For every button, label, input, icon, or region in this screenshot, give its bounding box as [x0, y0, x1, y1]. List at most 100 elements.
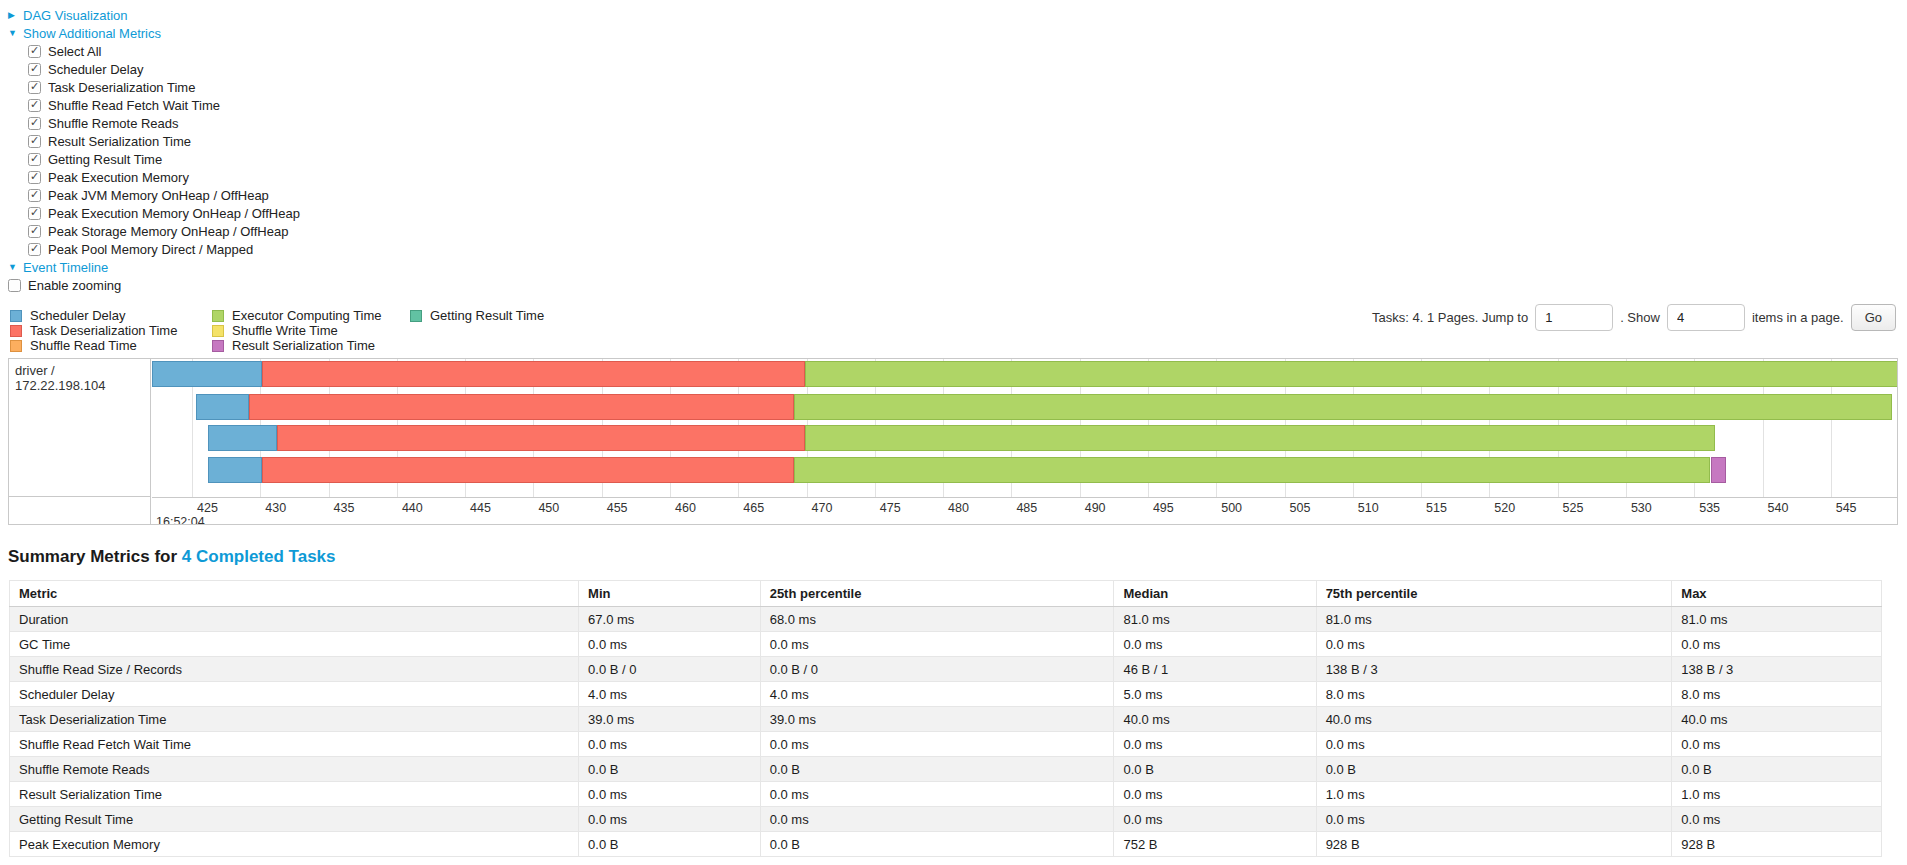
task-bar-segment-scheduler_delay[interactable]	[152, 361, 261, 387]
event-timeline-link[interactable]: Event Timeline	[23, 260, 108, 275]
metric-checkbox-row[interactable]: Peak Storage Memory OnHeap / OffHeap	[28, 222, 1907, 240]
table-cell: 0.0 B	[760, 757, 1114, 782]
table-cell: 0.0 ms	[1114, 632, 1316, 657]
table-row: Result Serialization Time0.0 ms0.0 ms0.0…	[10, 782, 1882, 807]
table-row: Duration67.0 ms68.0 ms81.0 ms81.0 ms81.0…	[10, 607, 1882, 632]
clipped-next-section-link: ▼	[145, 861, 181, 865]
show-text: . Show	[1620, 310, 1660, 325]
table-cell: 0.0 ms	[760, 732, 1114, 757]
metric-checkbox-row[interactable]: Select All	[28, 42, 1907, 60]
table-cell: 0.0 ms	[1114, 732, 1316, 757]
metric-checkbox[interactable]	[28, 207, 41, 220]
go-button[interactable]: Go	[1851, 304, 1896, 331]
task-bar-segment-scheduler_delay[interactable]	[208, 425, 276, 451]
items-per-page-input[interactable]	[1667, 304, 1745, 331]
table-row: Scheduler Delay4.0 ms4.0 ms5.0 ms8.0 ms8…	[10, 682, 1882, 707]
table-cell: 0.0 B	[1316, 757, 1672, 782]
chevron-down-icon: ▼	[8, 262, 18, 272]
shuffle_read-swatch-icon	[10, 340, 22, 352]
axis-tick-label: 470	[812, 501, 833, 515]
metric-checkbox-row[interactable]: Result Serialization Time	[28, 132, 1907, 150]
enable-zooming-checkbox[interactable]	[8, 279, 21, 292]
legend-label: Shuffle Write Time	[232, 323, 338, 338]
table-cell: 81.0 ms	[1672, 607, 1882, 632]
summary-metrics-section: Summary Metrics for 4 Completed Tasks	[8, 547, 1907, 567]
axis-tick-label: 435	[334, 501, 355, 515]
task-bar-segment-task_deserialization[interactable]	[262, 361, 806, 387]
metric-checkbox[interactable]	[28, 153, 41, 166]
metric-checkbox-row[interactable]: Task Deserialization Time	[28, 78, 1907, 96]
table-cell: 81.0 ms	[1114, 607, 1316, 632]
axis-tick-label: 540	[1768, 501, 1789, 515]
task-bar-segment-task_deserialization[interactable]	[277, 425, 806, 451]
axis-tick-label: 465	[743, 501, 764, 515]
metric-checkbox-label: Scheduler Delay	[48, 62, 143, 77]
title-prefix: Summary Metrics for	[8, 547, 182, 566]
table-cell: 0.0 ms	[760, 782, 1114, 807]
table-cell: Task Deserialization Time	[10, 707, 579, 732]
table-cell: Duration	[10, 607, 579, 632]
chevron-right-icon: ▶	[8, 10, 18, 20]
show-additional-metrics-toggle[interactable]: ▼ Show Additional Metrics	[8, 24, 1907, 42]
metric-checkbox[interactable]	[28, 171, 41, 184]
metric-checkbox-label: Getting Result Time	[48, 152, 162, 167]
completed-tasks-link[interactable]: 4 Completed Tasks	[182, 547, 336, 566]
task-bar-segment-executor_computing[interactable]	[805, 425, 1715, 451]
task-pagination: Tasks: 4. 1 Pages. Jump to . Show items …	[1372, 304, 1896, 331]
task-bar-segment-result_serialization[interactable]	[1711, 457, 1726, 483]
dag-visualization-link[interactable]: DAG Visualization	[23, 8, 128, 23]
table-cell: 39.0 ms	[760, 707, 1114, 732]
table-cell: Peak Execution Memory	[10, 832, 579, 857]
metric-checkbox-label: Peak Storage Memory OnHeap / OffHeap	[48, 224, 288, 239]
table-cell: 4.0 ms	[579, 682, 761, 707]
table-cell: 0.0 ms	[1672, 807, 1882, 832]
metric-checkbox-row[interactable]: Peak Pool Memory Direct / Mapped	[28, 240, 1907, 258]
metric-checkbox-row[interactable]: Scheduler Delay	[28, 60, 1907, 78]
getting_result-swatch-icon	[410, 310, 422, 322]
task-bar-segment-executor_computing[interactable]	[794, 394, 1892, 420]
event-timeline-toggle[interactable]: ▼ Event Timeline	[8, 258, 1907, 276]
metric-checkbox[interactable]	[28, 45, 41, 58]
metric-checkbox[interactable]	[28, 225, 41, 238]
dag-visualization-toggle[interactable]: ▶ DAG Visualization	[8, 6, 1907, 24]
metric-checkbox-row[interactable]: Peak Execution Memory	[28, 168, 1907, 186]
task-bar-segment-scheduler_delay[interactable]	[196, 394, 249, 420]
metric-checkbox-row[interactable]: Peak JVM Memory OnHeap / OffHeap	[28, 186, 1907, 204]
metric-checkbox[interactable]	[28, 81, 41, 94]
metric-checkbox[interactable]	[28, 117, 41, 130]
task-bar-segment-executor_computing[interactable]	[805, 361, 1898, 387]
metric-checkbox[interactable]	[28, 63, 41, 76]
executor-group-label: driver / 172.22.198.104	[9, 359, 151, 497]
metric-checkbox-row[interactable]: Shuffle Read Fetch Wait Time	[28, 96, 1907, 114]
task-bar-segment-task_deserialization[interactable]	[249, 394, 794, 420]
task-bar-segment-executor_computing[interactable]	[794, 457, 1710, 483]
metric-checkbox-label: Peak Execution Memory OnHeap / OffHeap	[48, 206, 300, 221]
legend-column: Executor Computing TimeShuffle Write Tim…	[212, 308, 388, 353]
metric-checkbox[interactable]	[28, 243, 41, 256]
table-cell: 68.0 ms	[760, 607, 1114, 632]
table-cell: 0.0 B / 0	[760, 657, 1114, 682]
metric-checkbox[interactable]	[28, 99, 41, 112]
legend-item-shuffle_write: Shuffle Write Time	[212, 323, 388, 338]
metric-checkbox[interactable]	[28, 135, 41, 148]
metric-checkbox-row[interactable]: Peak Execution Memory OnHeap / OffHeap	[28, 204, 1907, 222]
jump-to-page-input[interactable]	[1535, 304, 1613, 331]
metric-checkbox-row[interactable]: Shuffle Remote Reads	[28, 114, 1907, 132]
legend-label: Getting Result Time	[430, 308, 544, 323]
legend-column: Scheduler DelayTask Deserialization Time…	[10, 308, 190, 353]
table-cell: 0.0 ms	[1316, 807, 1672, 832]
timeline-plot[interactable]: 16:52:04 4254304354404454504554604654704…	[152, 359, 1898, 525]
metric-checkbox-row[interactable]: Getting Result Time	[28, 150, 1907, 168]
task-bar-segment-scheduler_delay[interactable]	[208, 457, 261, 483]
axis-tick-label: 545	[1836, 501, 1857, 515]
table-cell: 40.0 ms	[1672, 707, 1882, 732]
metric-checkbox[interactable]	[28, 189, 41, 202]
task-bar-segment-task_deserialization[interactable]	[262, 457, 795, 483]
show-additional-metrics-link[interactable]: Show Additional Metrics	[23, 26, 161, 41]
legend-item-getting_result: Getting Result Time	[410, 308, 544, 323]
legend-item-executor_computing: Executor Computing Time	[212, 308, 388, 323]
table-cell: 0.0 ms	[1114, 782, 1316, 807]
enable-zooming-row[interactable]: Enable zooming	[8, 276, 1907, 294]
enable-zooming-label: Enable zooming	[28, 278, 121, 293]
table-cell: 0.0 B	[579, 757, 761, 782]
